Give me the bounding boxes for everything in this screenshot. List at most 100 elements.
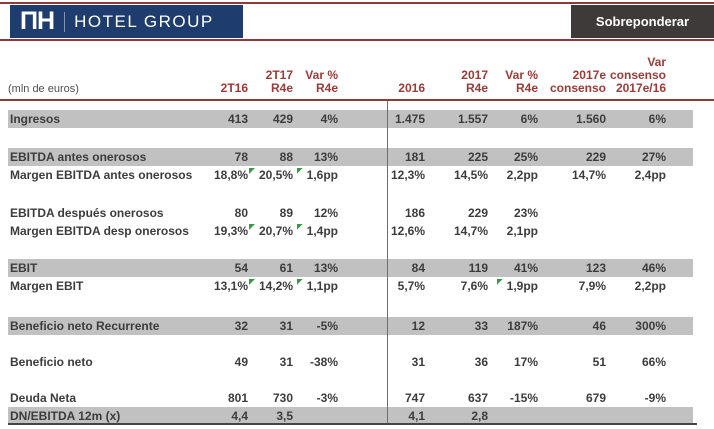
cell-value: 229 bbox=[585, 150, 606, 164]
value-cell: -9% bbox=[608, 389, 668, 407]
value-cell: 13% bbox=[295, 148, 340, 166]
value-cell: 6% bbox=[608, 110, 668, 128]
cell-value: 300% bbox=[635, 319, 666, 333]
cell-value: 46% bbox=[641, 261, 666, 275]
cell-value: 17% bbox=[513, 355, 538, 369]
value-cell: 14,2% bbox=[248, 277, 295, 295]
cell-value: 66% bbox=[641, 355, 666, 369]
value-cell bbox=[608, 222, 668, 240]
value-cell bbox=[540, 204, 608, 222]
comment-flag-icon bbox=[248, 279, 255, 285]
value-cell: 429 bbox=[250, 110, 295, 128]
cell-value: 679 bbox=[585, 391, 606, 405]
cell-value: 2,2pp bbox=[634, 279, 666, 293]
top-rule bbox=[0, 2, 714, 4]
cell-value: 2,1pp bbox=[506, 224, 538, 238]
value-cell: 1,1pp bbox=[295, 277, 340, 295]
cell-value: 5,7% bbox=[397, 279, 425, 293]
value-cell: 187% bbox=[490, 317, 540, 335]
cell-value: 730 bbox=[272, 391, 293, 405]
row-label: EBIT bbox=[10, 261, 38, 275]
column-header: Var % R4e bbox=[505, 68, 538, 95]
cell-value: 119 bbox=[468, 261, 488, 275]
value-cell: 2,2pp bbox=[490, 166, 540, 184]
table-row: DN/EBITDA 12m (x) 4,4 3,5 4,1 2,8 bbox=[8, 407, 693, 425]
value-cell: 61 bbox=[250, 259, 295, 277]
cell-value: 13% bbox=[313, 150, 338, 164]
value-cell bbox=[540, 222, 608, 240]
table-row: Ingresos 413 429 4% 1.475 1.557 6% 1.560 6% bbox=[8, 110, 693, 128]
cell-value: 31 bbox=[279, 355, 293, 369]
cell-value: 84 bbox=[411, 261, 425, 275]
value-cell: 123 bbox=[540, 259, 608, 277]
cell-value: 25% bbox=[513, 150, 538, 164]
comment-flag-icon bbox=[248, 168, 255, 174]
cell-value: 19,3% bbox=[213, 224, 248, 238]
cell-value: 4,4 bbox=[231, 409, 248, 423]
value-cell: 31 bbox=[250, 353, 295, 371]
comment-flag-icon bbox=[496, 279, 503, 285]
cell-value: 46 bbox=[592, 319, 606, 333]
cell-value: 20,5% bbox=[258, 168, 293, 182]
cell-value: 229 bbox=[467, 206, 488, 220]
value-cell: 14,5% bbox=[427, 166, 490, 184]
value-cell: 1,6pp bbox=[295, 166, 340, 184]
value-cell: 4,4 bbox=[185, 407, 250, 425]
value-cell: 31 bbox=[340, 353, 427, 371]
nh-logo-mark: ΠH bbox=[20, 7, 55, 35]
cell-value: 801 bbox=[227, 391, 248, 405]
value-cell: 84 bbox=[340, 259, 427, 277]
cell-value: -3% bbox=[316, 391, 338, 405]
cell-value: 1,1pp bbox=[306, 279, 338, 293]
column-header: Var consenso 2017e/16 bbox=[609, 55, 666, 95]
cell-value: 80 bbox=[234, 206, 248, 220]
value-cell: 14,7% bbox=[540, 166, 608, 184]
row-label: Beneficio neto Recurrente bbox=[10, 319, 160, 333]
value-cell: 229 bbox=[540, 148, 608, 166]
cell-value: 78 bbox=[234, 150, 248, 164]
value-cell: 32 bbox=[185, 317, 250, 335]
value-cell: 6% bbox=[490, 110, 540, 128]
value-cell: 78 bbox=[185, 148, 250, 166]
comment-flag-icon bbox=[296, 279, 303, 285]
value-cell: 20,7% bbox=[248, 222, 295, 240]
cell-value: 14,5% bbox=[453, 168, 488, 182]
value-cell: 2,1pp bbox=[490, 222, 540, 240]
value-cell: 300% bbox=[608, 317, 668, 335]
row-label: Margen EBITDA antes onerosos bbox=[10, 168, 193, 182]
comment-flag-icon bbox=[296, 224, 303, 230]
cell-value: 13,1% bbox=[213, 279, 248, 293]
row-label: Deuda Neta bbox=[10, 391, 77, 405]
row-label: EBITDA antes onerosos bbox=[10, 150, 147, 164]
cell-value: -9% bbox=[644, 391, 666, 405]
value-cell: 12% bbox=[295, 204, 340, 222]
header-rule bbox=[0, 39, 714, 41]
rating-badge[interactable]: Sobreponderar bbox=[571, 5, 714, 38]
value-cell: 17% bbox=[490, 353, 540, 371]
value-cell: 186 bbox=[340, 204, 427, 222]
cell-value: 20,7% bbox=[258, 224, 293, 238]
cell-value: 6% bbox=[648, 112, 666, 126]
table-header: (mln de euros) 2T16 2T17 R4e Var % R4e 2016 20… bbox=[8, 42, 693, 98]
value-cell: 7,6% bbox=[427, 277, 490, 295]
value-cell: 7,9% bbox=[540, 277, 608, 295]
table-row: Deuda Neta 801 730 -3% 747 637 -15% 679 -9% bbox=[8, 389, 693, 407]
value-cell: 3,5 bbox=[250, 407, 295, 425]
comment-flag-icon bbox=[296, 168, 303, 174]
cell-value: 1,9pp bbox=[506, 279, 538, 293]
value-cell: 25% bbox=[490, 148, 540, 166]
value-cell: 679 bbox=[540, 389, 608, 407]
row-label: Margen EBIT bbox=[10, 279, 84, 293]
nh-hotel-group-logo: ΠH HOTEL GROUP bbox=[10, 5, 243, 38]
cell-value: 6% bbox=[520, 112, 538, 126]
cell-value: 31 bbox=[279, 319, 293, 333]
value-cell: 1.557 bbox=[427, 110, 490, 128]
value-cell: 2,4pp bbox=[608, 166, 668, 184]
value-cell: 181 bbox=[340, 148, 427, 166]
table-row: Margen EBIT 13,1% 14,2% 1,1pp 5,7% 7,6% 1,9pp 7… bbox=[8, 277, 693, 295]
cell-value: 1,6pp bbox=[306, 168, 338, 182]
value-cell bbox=[608, 204, 668, 222]
cell-value: 7,6% bbox=[460, 279, 488, 293]
value-cell: 66% bbox=[608, 353, 668, 371]
